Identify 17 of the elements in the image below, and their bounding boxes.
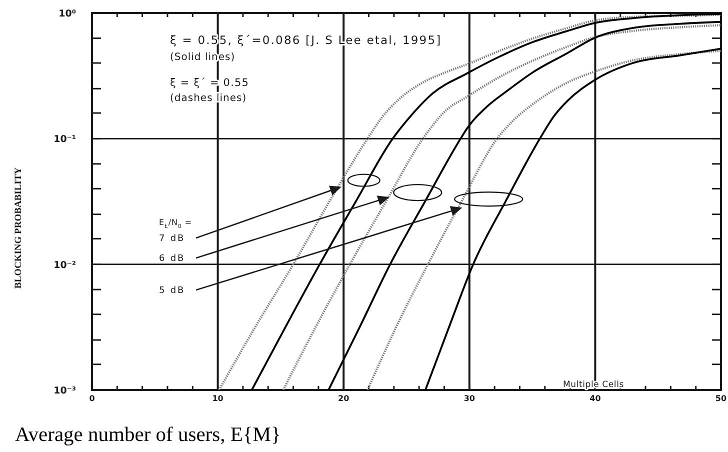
line-series xyxy=(366,50,721,390)
y-tick-label: 10⁻¹ xyxy=(54,134,76,146)
y-tick-label: 10⁻² xyxy=(54,260,76,271)
y-axis-title: BLOCKING PROBABILITY xyxy=(14,167,24,289)
y-tick-label: 10⁰ xyxy=(58,8,76,20)
x-tick-label: 20 xyxy=(338,394,350,403)
x-tick-label: 0 xyxy=(89,394,96,403)
annotation: 6 dB xyxy=(159,254,186,264)
x-tick-label: 30 xyxy=(464,394,476,403)
x-tick-label: 10 xyxy=(212,394,224,403)
x-tick-label: 50 xyxy=(715,394,727,403)
y-tick-label: 10⁻³ xyxy=(54,386,76,396)
annotation: 7 dB xyxy=(159,234,186,244)
line-series xyxy=(424,48,721,390)
annotation: 5 dB xyxy=(159,286,186,296)
x-tick-label: 40 xyxy=(590,394,602,403)
x-axis-title: Average number of users, E{M} xyxy=(15,424,281,446)
